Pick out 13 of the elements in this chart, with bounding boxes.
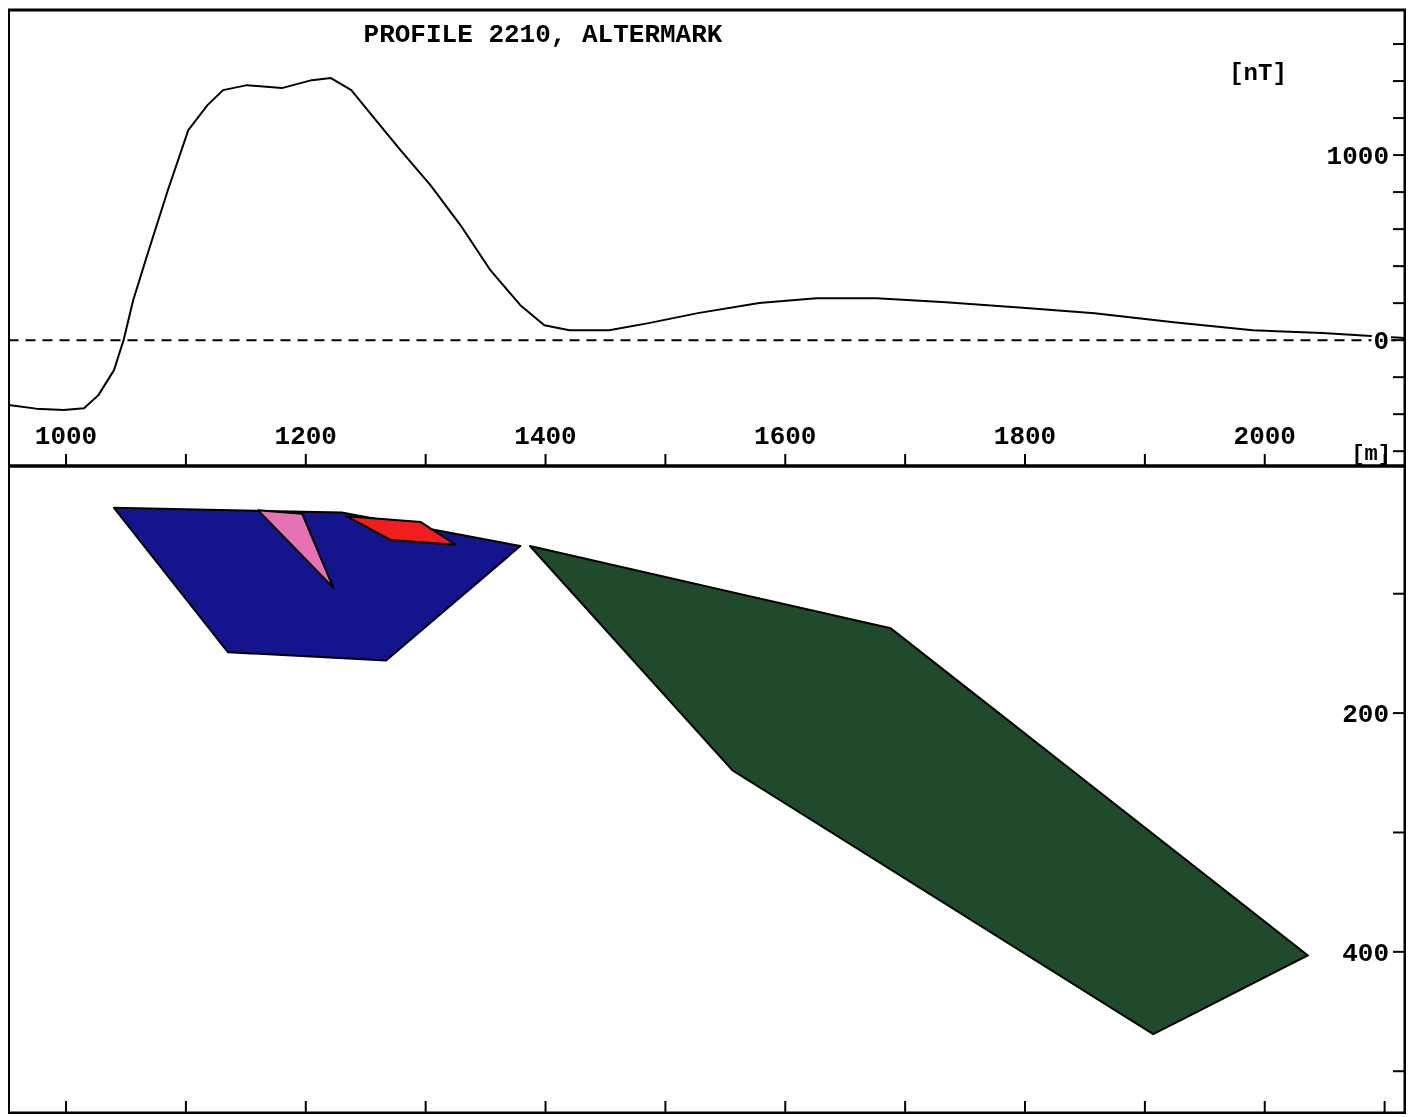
x-tick-label: 1200 <box>274 422 337 452</box>
x-tick-label: 1000 <box>34 422 98 452</box>
y-axis-title: [nT] <box>1229 60 1287 87</box>
x-tick-label: 1400 <box>514 422 577 452</box>
x-tick-label: 1600 <box>754 422 817 452</box>
y-tick-label: 200 <box>1342 700 1389 731</box>
y-tick-label: 1000 <box>1326 142 1389 173</box>
chart-title: PROFILE 2210, ALTERMARK <box>363 20 723 50</box>
y-tick-label: 400 <box>1342 938 1389 969</box>
x-tick-label: 1800 <box>993 422 1057 452</box>
x-axis-title: [m] <box>1351 442 1391 467</box>
x-tick-label: 2000 <box>1233 422 1296 452</box>
y-tick-label: 0 <box>1373 327 1389 358</box>
